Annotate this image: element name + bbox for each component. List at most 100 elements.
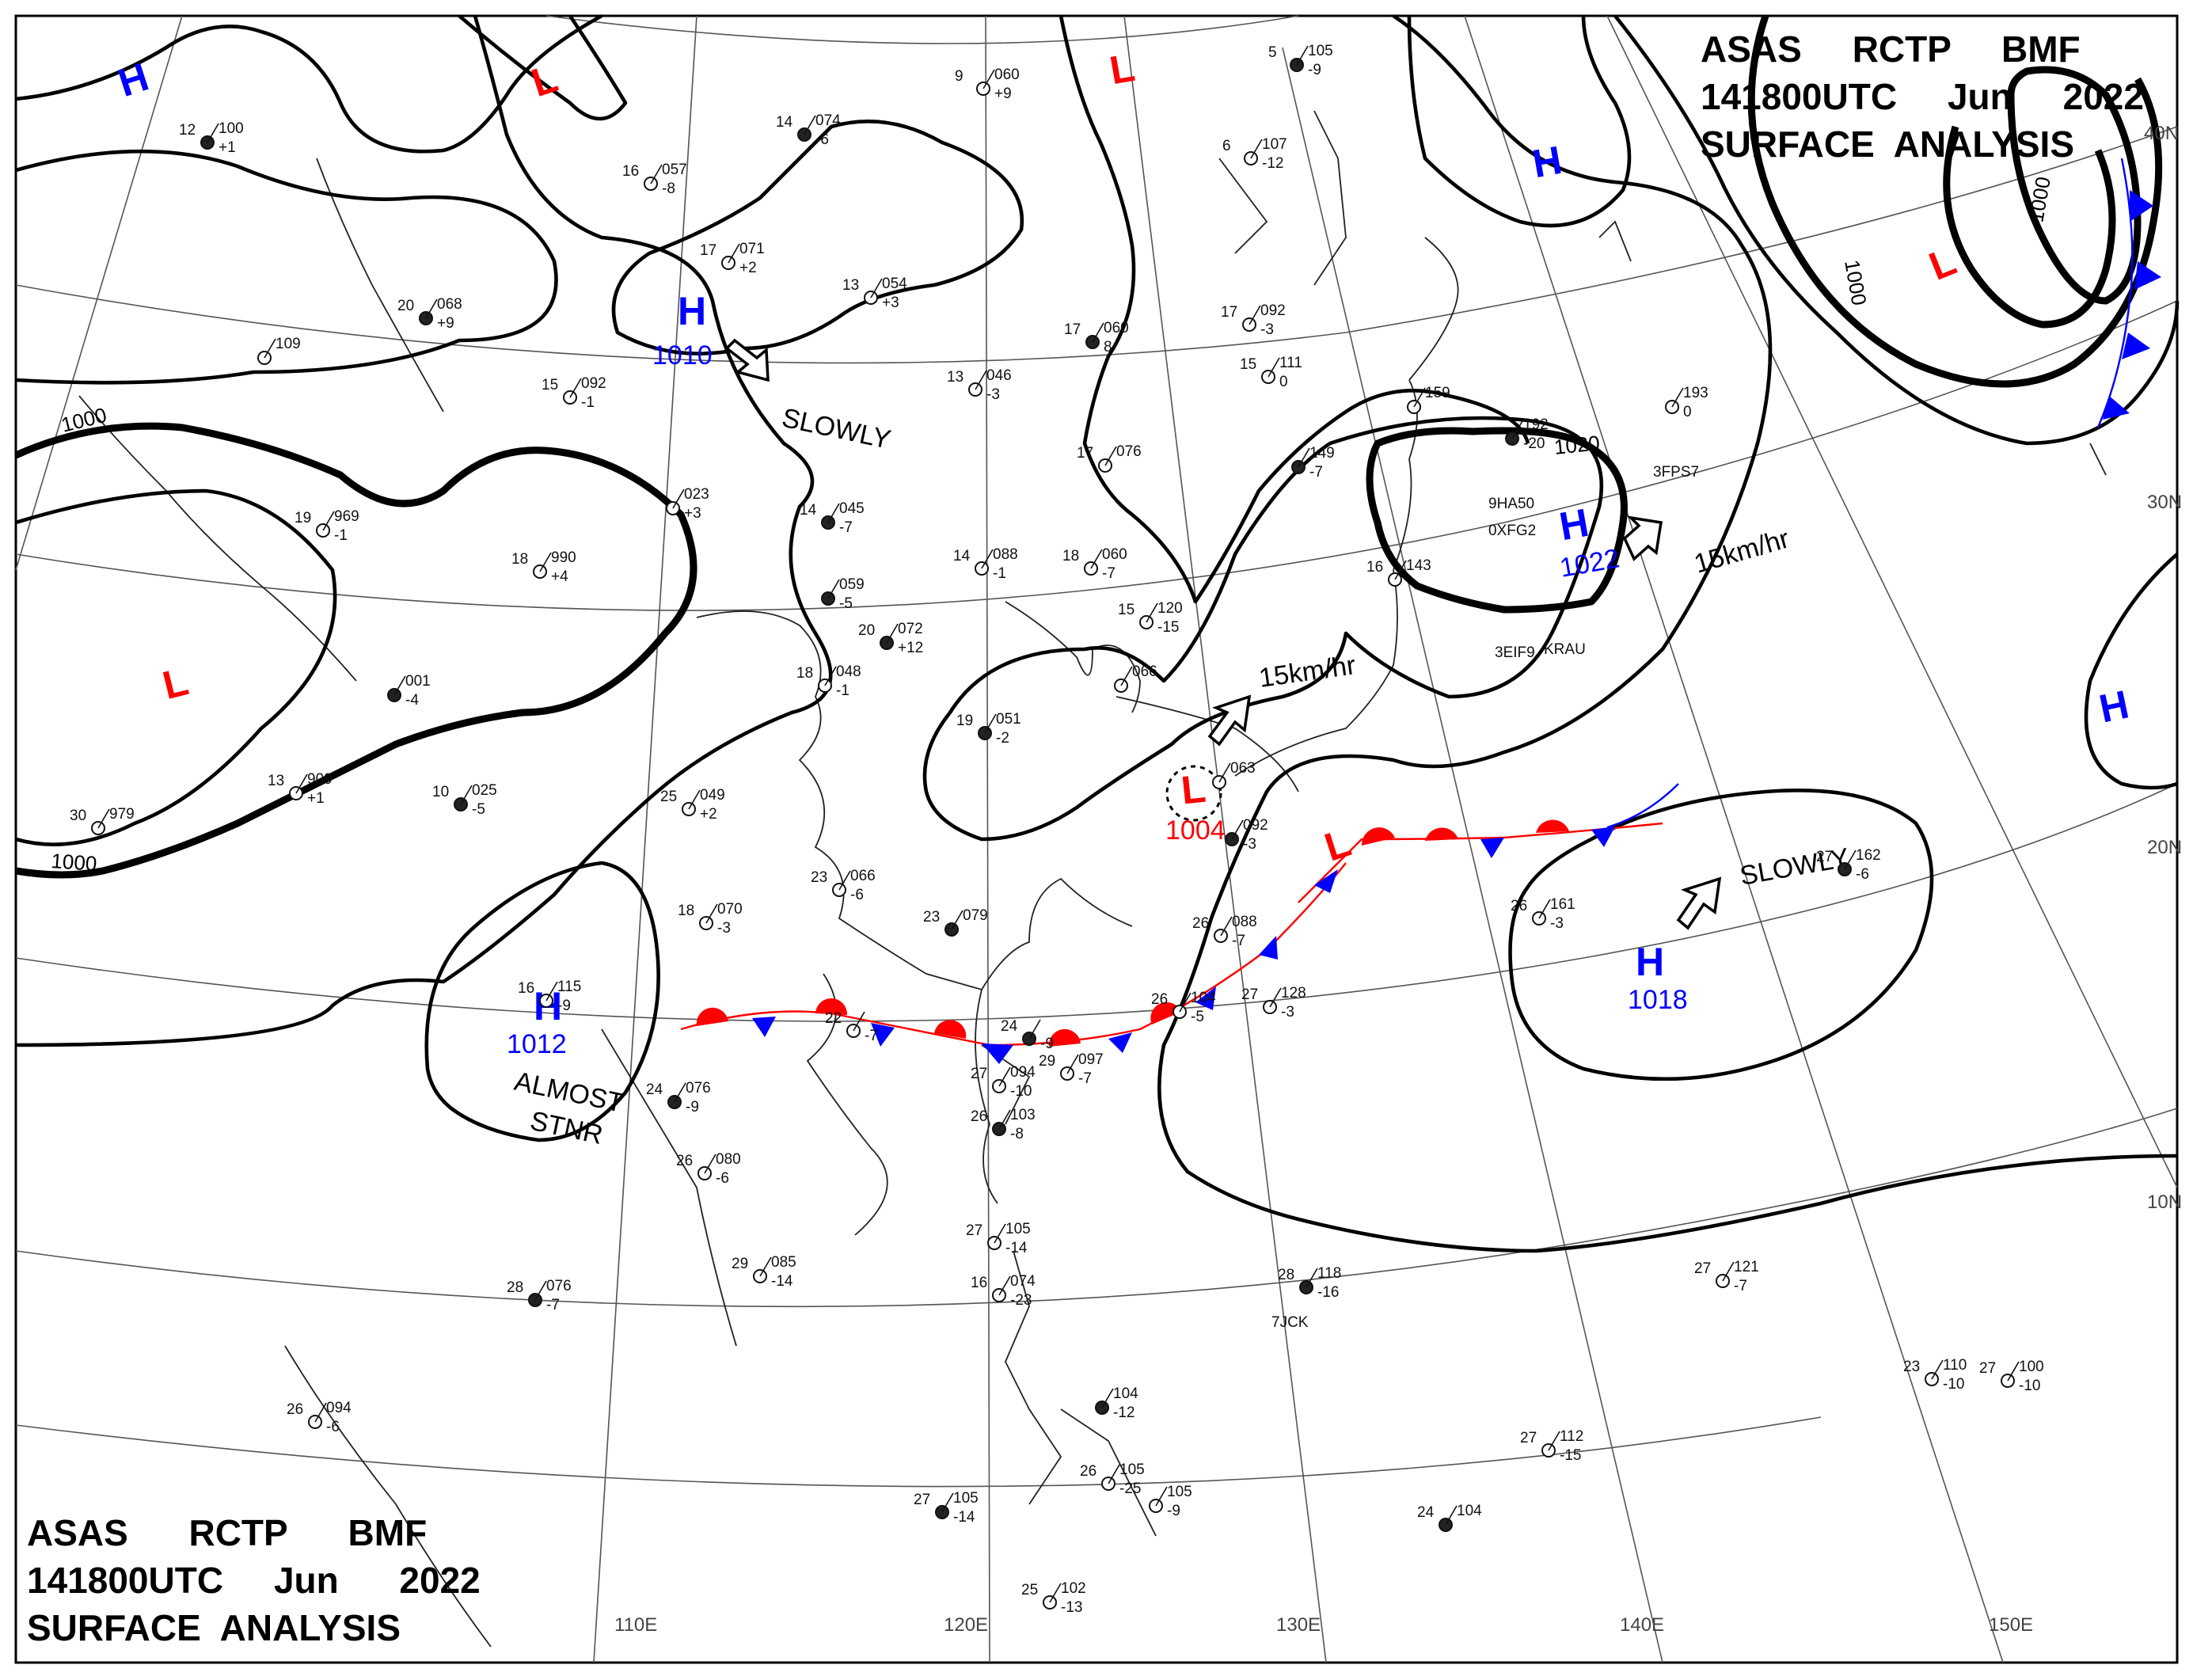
wind-barb	[1931, 1359, 1944, 1380]
station-tendency: 0	[1683, 404, 1692, 420]
station-plot: 15 111 0	[1240, 355, 1302, 390]
station-pressure: 128	[1281, 985, 1306, 1002]
station-plot: 22 -7	[825, 1010, 878, 1044]
station-plot: 18 048 -1	[796, 663, 861, 699]
station-temperature: 26	[1192, 915, 1209, 932]
isobars	[14, 13, 2180, 1253]
station-temperature: 25	[660, 789, 677, 805]
lat-label: 40N	[2144, 123, 2179, 144]
station-pressure: 121	[1734, 1259, 1759, 1275]
station-tendency: 8	[1104, 339, 1112, 355]
wind-barb	[827, 579, 840, 599]
station-plot: 5 105 -9	[1268, 43, 1333, 78]
station-pressure: 076	[546, 1278, 572, 1294]
station-tendency: -1	[334, 527, 348, 544]
station-tendency: +12	[898, 640, 923, 656]
wind-barb	[853, 1011, 865, 1032]
station-temperature: 20	[858, 622, 875, 639]
station-tendency: -5	[472, 801, 485, 818]
station-pressure: 109	[276, 336, 301, 352]
station-plot: 023+3	[666, 486, 709, 522]
station-pressure: 149	[1309, 445, 1335, 462]
ship-callsign: KRAU	[1544, 641, 1586, 658]
movement-arrow-3	[1622, 515, 1663, 561]
station-tendency: -3	[986, 386, 1000, 403]
station-tendency: -6	[1856, 866, 1869, 883]
station-tendency: -3	[1243, 836, 1256, 853]
station-plot: 26 088 -7	[1192, 914, 1257, 949]
station-temperature: 18	[511, 551, 528, 568]
station-tendency: -10	[1943, 1376, 1964, 1393]
station-pressure: 080	[716, 1151, 741, 1168]
station-temperature: 13	[947, 369, 963, 386]
station-pressure: 076	[1116, 443, 1142, 460]
station-temperature: 15	[1240, 356, 1256, 373]
station-tendency: -14	[1005, 1240, 1028, 1256]
station-pressure: 079	[963, 907, 988, 924]
station-pressure: 097	[1078, 1051, 1104, 1068]
station-pressure: 066	[1132, 663, 1157, 680]
wind-barb	[1250, 139, 1263, 159]
ship-callsign: 3EIF9	[1495, 644, 1535, 661]
station-temperature: 13	[842, 277, 859, 294]
wind-barb	[1049, 1583, 1062, 1603]
station-pressure: 045	[839, 500, 865, 517]
station-tendency: -3	[1260, 321, 1274, 338]
station-tendency: -12	[1113, 1404, 1135, 1421]
station-tendency: -25	[1119, 1480, 1141, 1497]
station-pressure: 071	[739, 241, 765, 257]
wind-barb	[1108, 1464, 1120, 1484]
wind-barb	[1298, 447, 1310, 468]
station-plot: 066	[1114, 663, 1157, 693]
coastlines	[78, 110, 2107, 1648]
station-plot: 14 045 -7	[800, 500, 865, 536]
wind-barb	[824, 666, 837, 686]
header-top-right: ASAS RCTP BMF 141800UTC Jun 2022 SURFACE…	[1701, 29, 2144, 165]
station-plot: 16 143	[1366, 557, 1431, 587]
station-plot: 26 094 -6	[287, 1400, 352, 1435]
station-tendency: -14	[771, 1273, 793, 1290]
lon-label: 150E	[1989, 1614, 2033, 1636]
lon-label: 110E	[614, 1614, 657, 1636]
isobar-label: 1020	[1553, 431, 1601, 459]
station-pressure: 074	[1010, 1273, 1036, 1290]
wind-barb	[870, 278, 883, 298]
station-tendency: -12	[1262, 155, 1283, 172]
station-temperature: 27	[1979, 1360, 1996, 1377]
station-plot: 27 105 -14	[914, 1490, 979, 1526]
wind-barb	[1722, 1261, 1735, 1282]
wind-barb	[984, 713, 997, 734]
wind-barb	[314, 1402, 327, 1423]
station-tendency: -6	[850, 887, 864, 903]
station-plot: 13 909 +1	[268, 771, 333, 807]
header-bl-line3: SURFACE ANALYSIS	[27, 1607, 401, 1648]
station-pressure: 085	[771, 1254, 796, 1271]
wind-barb	[1548, 1431, 1560, 1451]
station-plot: 17 092 -3	[1221, 302, 1286, 338]
station-temperature: 26	[287, 1401, 303, 1418]
station-plot: 26 080 -6	[676, 1151, 741, 1187]
station-tendency: -20	[1523, 435, 1545, 452]
station-temperature: 14	[776, 114, 793, 131]
movement-arrow-1	[724, 338, 770, 382]
station-tendency: -1	[836, 682, 849, 699]
station-plot: 18 990 +4	[511, 549, 576, 585]
station-temperature: 16	[518, 980, 534, 997]
station-plot: 24 104	[1417, 1503, 1482, 1532]
station-temperature: 9	[955, 68, 963, 85]
station-tendency: -9	[1167, 1503, 1180, 1519]
station-pressure: 909	[307, 771, 333, 788]
station-temperature: 27	[1694, 1260, 1711, 1277]
station-plot: 25 102 -13	[1021, 1580, 1086, 1616]
station-tendency: -6	[326, 1419, 340, 1435]
wind-barb	[975, 370, 987, 390]
station-pressure: 103	[1010, 1107, 1036, 1123]
station-temperature: 23	[923, 909, 940, 926]
station-temperature: 27	[966, 1222, 982, 1239]
station-pressure: 143	[1406, 557, 1431, 574]
ship-callsigns: 3EIF9 KRAU 3FPS7 9HA50 0XFG2 7JCK	[1271, 464, 1699, 1331]
station-pressure: 969	[334, 508, 359, 525]
latitude-labels: 40N 30N 20N 10N	[2144, 123, 2182, 1213]
